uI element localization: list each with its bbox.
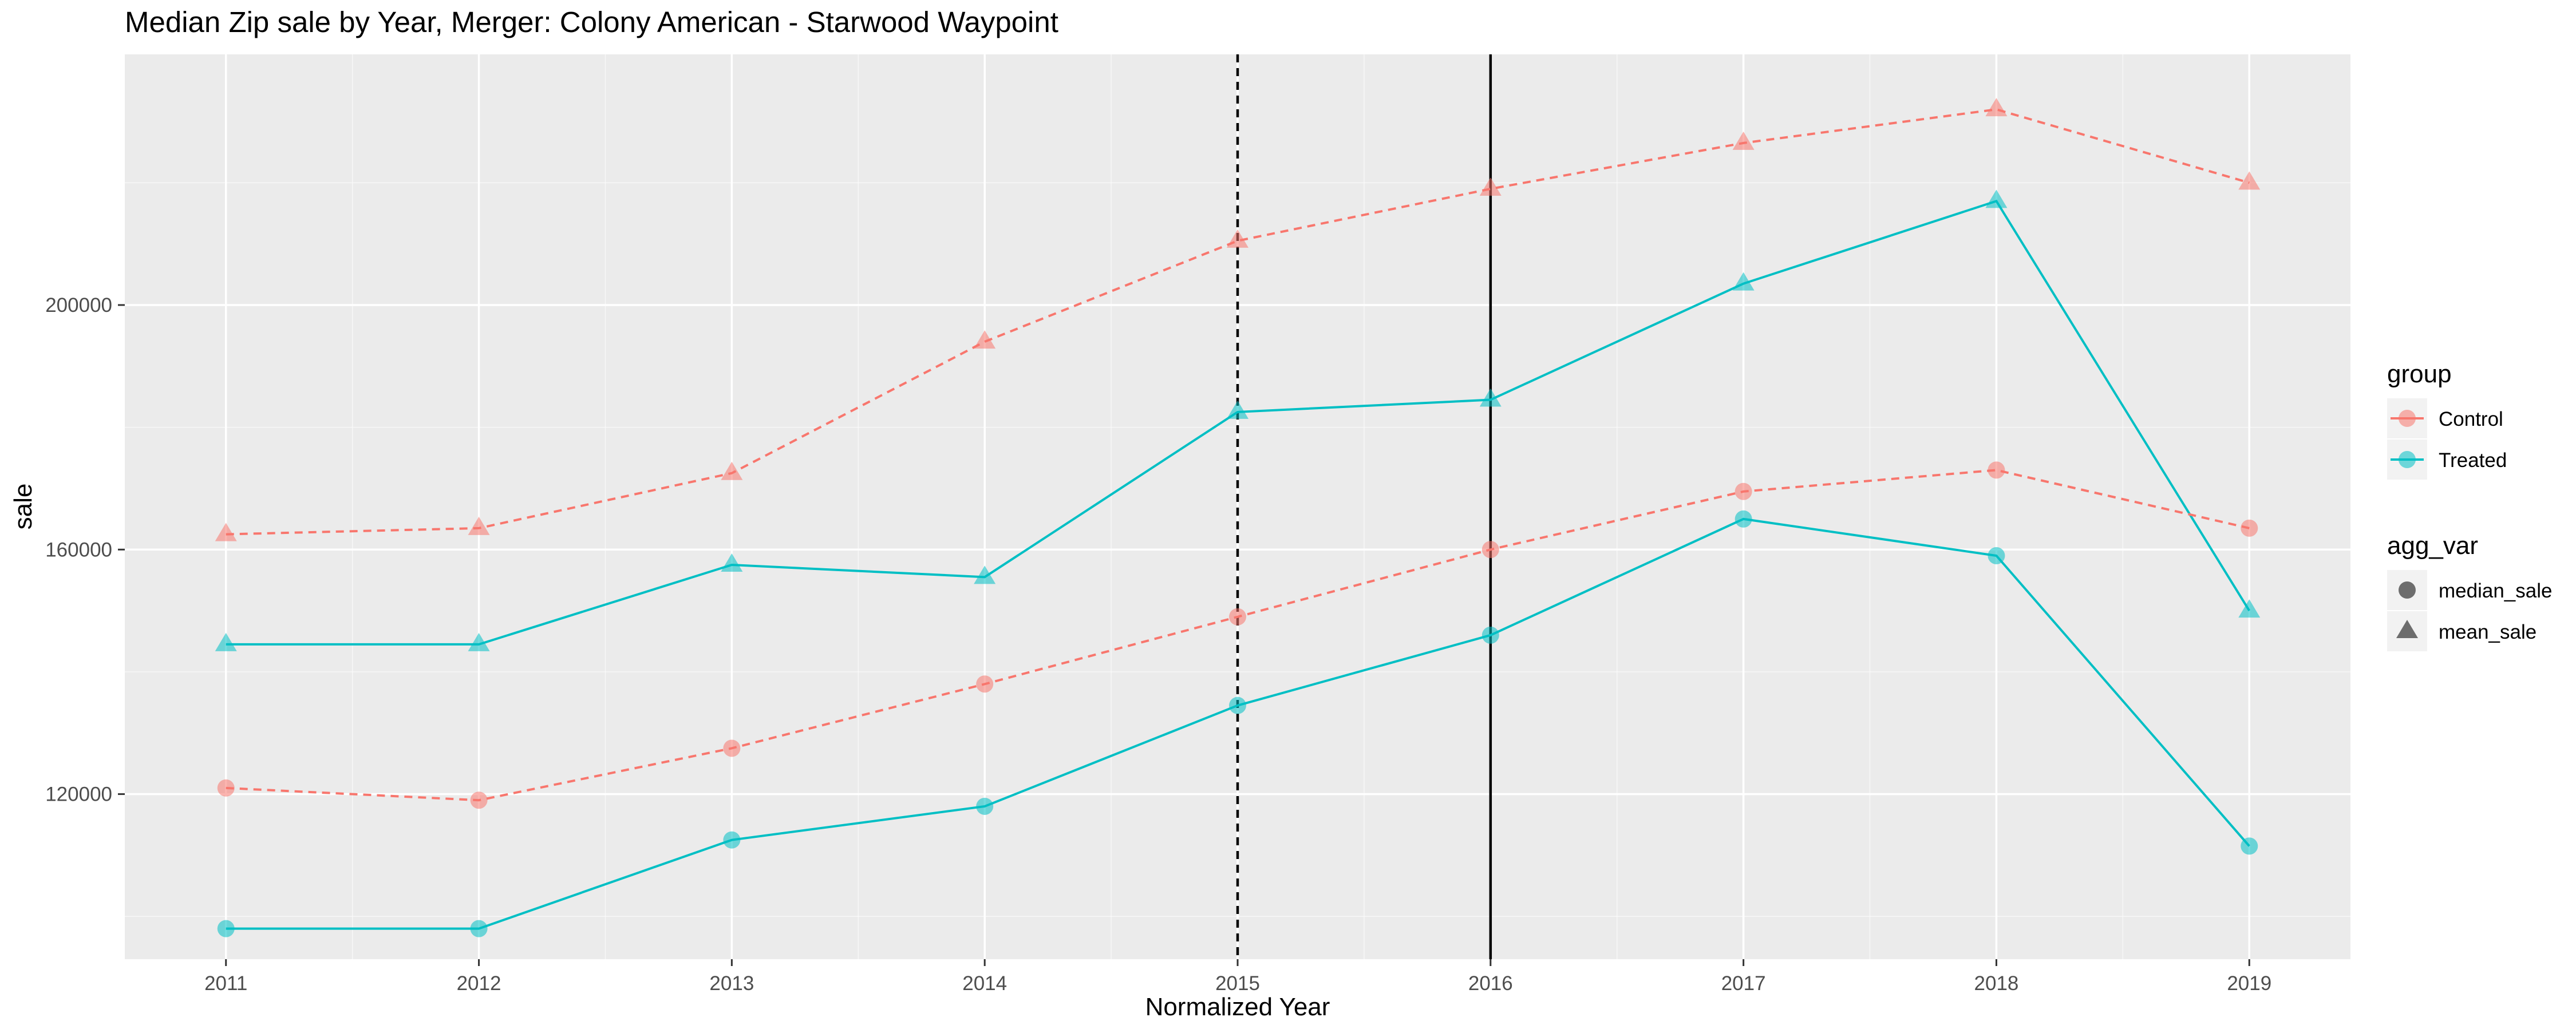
data-point bbox=[1481, 626, 1499, 644]
x-tick-label: 2016 bbox=[1468, 972, 1513, 995]
y-tick-label: 200000 bbox=[45, 294, 112, 316]
data-point bbox=[217, 779, 235, 797]
x-tick-label: 2018 bbox=[1974, 972, 2019, 995]
series-treated-median-sale bbox=[217, 510, 2258, 937]
data-point bbox=[215, 523, 237, 541]
data-point bbox=[1479, 177, 1502, 196]
data-point bbox=[468, 516, 490, 535]
legend-key-median-sale bbox=[2387, 570, 2427, 610]
data-point bbox=[2241, 519, 2258, 537]
data-point bbox=[2241, 837, 2258, 855]
chart-title: Median Zip sale by Year, Merger: Colony … bbox=[125, 6, 1058, 38]
x-tick-label: 2014 bbox=[962, 972, 1007, 995]
data-point bbox=[1227, 229, 1249, 248]
data-point bbox=[974, 330, 996, 349]
legend-key-treated bbox=[2387, 440, 2427, 480]
legend-group-title: group bbox=[2387, 360, 2452, 388]
x-tick-label: 2019 bbox=[2227, 972, 2271, 995]
legend: group agg_var Control Treated median_salem… bbox=[2387, 360, 2552, 651]
legend-key-point bbox=[2399, 451, 2416, 468]
data-point bbox=[1988, 547, 2005, 564]
legend-label: mean_sale bbox=[2439, 621, 2537, 643]
data-point bbox=[1229, 696, 1246, 714]
data-point bbox=[470, 791, 488, 809]
legend-label: Control bbox=[2439, 408, 2503, 430]
series-control-median-sale bbox=[217, 461, 2258, 809]
data-point bbox=[470, 920, 488, 937]
legend-label: Treated bbox=[2439, 449, 2507, 472]
data-point bbox=[721, 461, 743, 480]
data-point bbox=[974, 565, 996, 584]
data-series bbox=[215, 98, 2261, 937]
data-point bbox=[1732, 131, 1755, 150]
legend-key-point bbox=[2399, 581, 2416, 599]
data-point bbox=[976, 797, 994, 815]
data-point bbox=[1735, 482, 1752, 500]
y-tick-label: 120000 bbox=[45, 783, 112, 806]
data-point bbox=[2238, 599, 2261, 618]
y-tick-label: 160000 bbox=[45, 539, 112, 561]
data-point bbox=[2238, 171, 2261, 190]
data-point bbox=[723, 831, 741, 849]
data-point bbox=[721, 553, 743, 572]
legend-agg-var-title: agg_var bbox=[2387, 532, 2478, 560]
series-control-mean-sale bbox=[215, 98, 2261, 541]
data-point bbox=[1481, 541, 1499, 559]
data-point bbox=[1479, 388, 1502, 407]
data-point bbox=[1988, 461, 2005, 479]
series-treated-mean-sale bbox=[215, 189, 2261, 651]
x-tick-label: 2013 bbox=[709, 972, 754, 995]
data-point bbox=[1229, 608, 1246, 626]
data-point bbox=[1985, 189, 2008, 208]
axes: 2011 2012 2013 2014 2015 2016 2017 2018 2019 1200… bbox=[45, 294, 2271, 995]
data-point bbox=[1227, 400, 1249, 419]
legend-key-point bbox=[2396, 620, 2418, 638]
legend-key-control bbox=[2387, 398, 2427, 438]
x-axis-label: Normalized Year bbox=[1145, 993, 1330, 1021]
data-point bbox=[1985, 98, 2008, 117]
legend-key-mean-sale bbox=[2387, 611, 2427, 651]
legend-key-point bbox=[2399, 410, 2416, 427]
data-point bbox=[217, 920, 235, 937]
x-tick-label: 2011 bbox=[204, 972, 247, 995]
data-point bbox=[468, 632, 490, 651]
x-tick-label: 2017 bbox=[1721, 972, 1766, 995]
data-point bbox=[1732, 272, 1755, 291]
reference-lines bbox=[1236, 54, 1492, 959]
legend-label: median_sale bbox=[2439, 580, 2552, 602]
data-point bbox=[976, 675, 994, 693]
data-point bbox=[215, 632, 237, 651]
x-tick-label: 2015 bbox=[1215, 972, 1260, 995]
data-point bbox=[1735, 510, 1752, 528]
data-point bbox=[723, 739, 741, 757]
x-tick-label: 2012 bbox=[457, 972, 501, 995]
y-axis-label: sale bbox=[9, 484, 37, 530]
